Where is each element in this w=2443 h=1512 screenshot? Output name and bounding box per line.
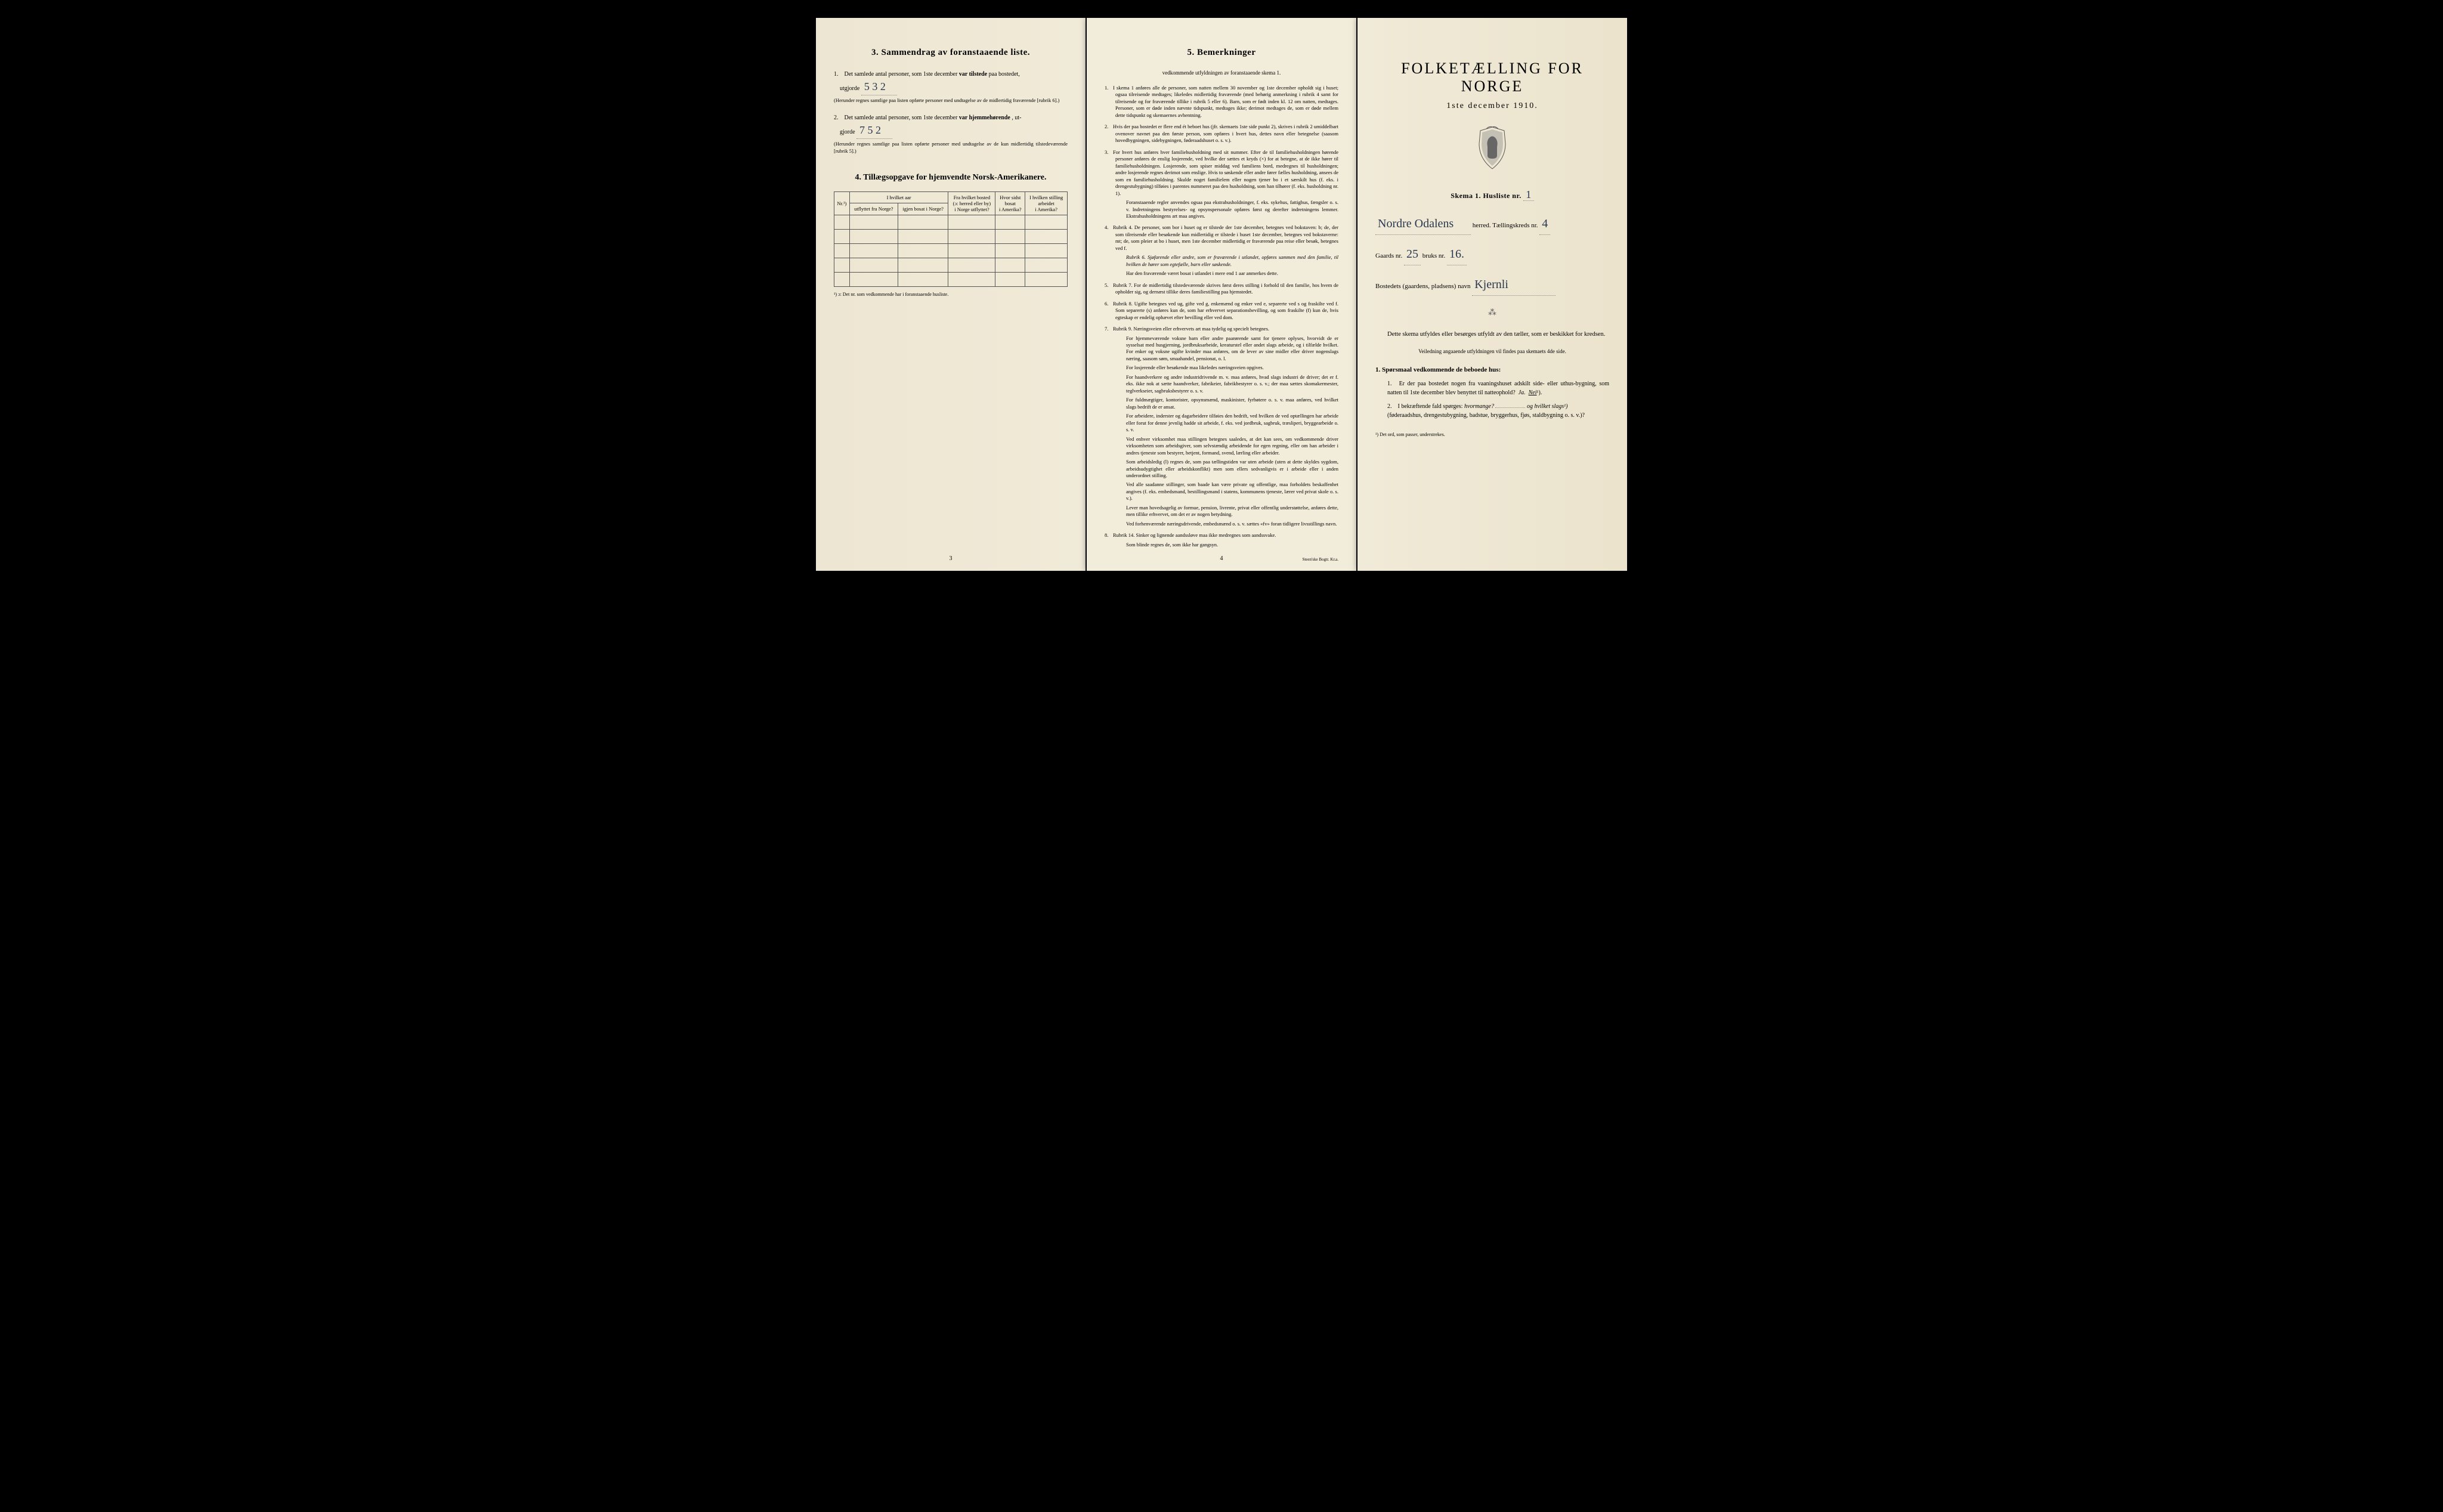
footnote-3: ¹) Det ord, som passer, understrekes. bbox=[1375, 432, 1609, 437]
question-1: 1. Er der paa bostedet nogen fra vaaning… bbox=[1387, 379, 1609, 397]
bruks-nr: 16. bbox=[1447, 243, 1467, 265]
col-igjen-bosat: igjen bosat i Norge? bbox=[898, 203, 948, 215]
census-document: 3. Sammendrag av foranstaaende liste. 1.… bbox=[816, 18, 1627, 571]
tilstede-count: 5 3 2 bbox=[861, 79, 897, 95]
rule-1: 1.I skema 1 anføres alle de personer, so… bbox=[1105, 85, 1338, 119]
skema-line: Skema 1. Husliste nr. 1 bbox=[1375, 188, 1609, 201]
table-footnote: ¹) ɔ: Det nr. som vedkommende har i fora… bbox=[834, 292, 1068, 297]
page-4-bemerkninger: 5. Bemerkninger vedkommende utfyldningen… bbox=[1087, 18, 1356, 571]
rule-5: 5.Rubrik 7. For de midlertidig tilstedev… bbox=[1105, 282, 1338, 296]
section-5-subtitle: vedkommende utfyldningen av foranstaaend… bbox=[1105, 70, 1338, 76]
printer-mark: Steen'ske Bogtr. Kr.a. bbox=[1302, 557, 1338, 562]
instruction-sub: Veiledning angaaende utfyldningen vil fi… bbox=[1375, 348, 1609, 354]
rule-8: 8.Rubrik 14. Sinker og lignende aandsslø… bbox=[1105, 532, 1338, 548]
gaards-nr: 25 bbox=[1404, 243, 1421, 265]
herred-line: Nordre Odalens herred. Tællingskreds nr.… bbox=[1375, 213, 1609, 235]
page-number: 3 bbox=[950, 555, 953, 562]
table-row bbox=[834, 243, 1068, 258]
col-utflyttet: utflyttet fra Norge? bbox=[849, 203, 898, 215]
col-fra-bosted: Fra hvilket bosted (ɔ: herred eller by) … bbox=[948, 191, 995, 215]
coat-of-arms-icon bbox=[1375, 126, 1609, 174]
page-1-title: FOLKETÆLLING FOR NORGE 1ste december 191… bbox=[1357, 18, 1627, 571]
page-3-summary: 3. Sammendrag av foranstaaende liste. 1.… bbox=[816, 18, 1086, 571]
questions-heading: 1. Spørsmaal vedkommende de beboede hus: bbox=[1375, 366, 1609, 373]
rules-list: 1.I skema 1 anføres alle de personer, so… bbox=[1105, 85, 1338, 548]
answer-nei: Nei bbox=[1529, 389, 1537, 396]
census-title: FOLKETÆLLING FOR NORGE bbox=[1375, 60, 1609, 95]
bosted-line: Bostedets (gaardens, pladsens) navn Kjer… bbox=[1375, 274, 1609, 296]
herred-name: Nordre Odalens bbox=[1375, 213, 1471, 235]
rule-6: 6.Rubrik 8. Ugifte betegnes ved ug, gift… bbox=[1105, 301, 1338, 321]
item1-note: (Herunder regnes samtlige paa listen opf… bbox=[834, 97, 1068, 104]
summary-item-1: 1. Det samlede antal personer, som 1ste … bbox=[834, 70, 1068, 104]
table-row bbox=[834, 215, 1068, 229]
hjemmehorende-count: 7 5 2 bbox=[856, 122, 892, 139]
col-hvor-sidst: Hvor sidst bosat i Amerika? bbox=[995, 191, 1025, 215]
kreds-nr: 4 bbox=[1539, 213, 1550, 235]
section-3-title: 3. Sammendrag av foranstaaende liste. bbox=[834, 48, 1068, 58]
item2-note: (Herunder regnes samtlige paa listen opf… bbox=[834, 141, 1068, 155]
col-stilling: I hvilken stilling arbeidet i Amerika? bbox=[1025, 191, 1068, 215]
gaards-line: Gaards nr. 25 bruks nr. 16. bbox=[1375, 243, 1609, 265]
rule-3: 3.For hvert hus anføres hver familiehush… bbox=[1105, 149, 1338, 220]
rule-7: 7.Rubrik 9. Næringsveien eller erhvervet… bbox=[1105, 326, 1338, 527]
rule-2: 2.Hvis der paa bostedet er flere end ét … bbox=[1105, 123, 1338, 144]
page-number: 4 bbox=[1220, 555, 1223, 562]
section-4-title: 4. Tillægsopgave for hjemvendte Norsk-Am… bbox=[834, 173, 1068, 183]
instruction-text: Dette skema utfyldes eller besørges utfy… bbox=[1375, 330, 1609, 339]
amerikanere-table: Nr.¹) I hvilket aar Fra hvilket bosted (… bbox=[834, 191, 1068, 287]
col-aar: I hvilket aar bbox=[849, 191, 948, 203]
summary-item-2: 2. Det samlede antal personer, som 1ste … bbox=[834, 113, 1068, 155]
bosted-name: Kjernli bbox=[1472, 274, 1556, 296]
husliste-nr: 1 bbox=[1523, 188, 1534, 201]
table-row bbox=[834, 258, 1068, 272]
table-row bbox=[834, 229, 1068, 243]
question-2: 2. I bekræftende fald spørges: hvormange… bbox=[1387, 402, 1609, 420]
col-nr: Nr.¹) bbox=[834, 191, 850, 215]
census-date: 1ste december 1910. bbox=[1375, 101, 1609, 111]
section-5-title: 5. Bemerkninger bbox=[1105, 48, 1338, 58]
rule-4: 4.Rubrik 4. De personer, som bor i huset… bbox=[1105, 224, 1338, 277]
table-row bbox=[834, 272, 1068, 286]
ornament-icon: ⁂ bbox=[1375, 308, 1609, 318]
